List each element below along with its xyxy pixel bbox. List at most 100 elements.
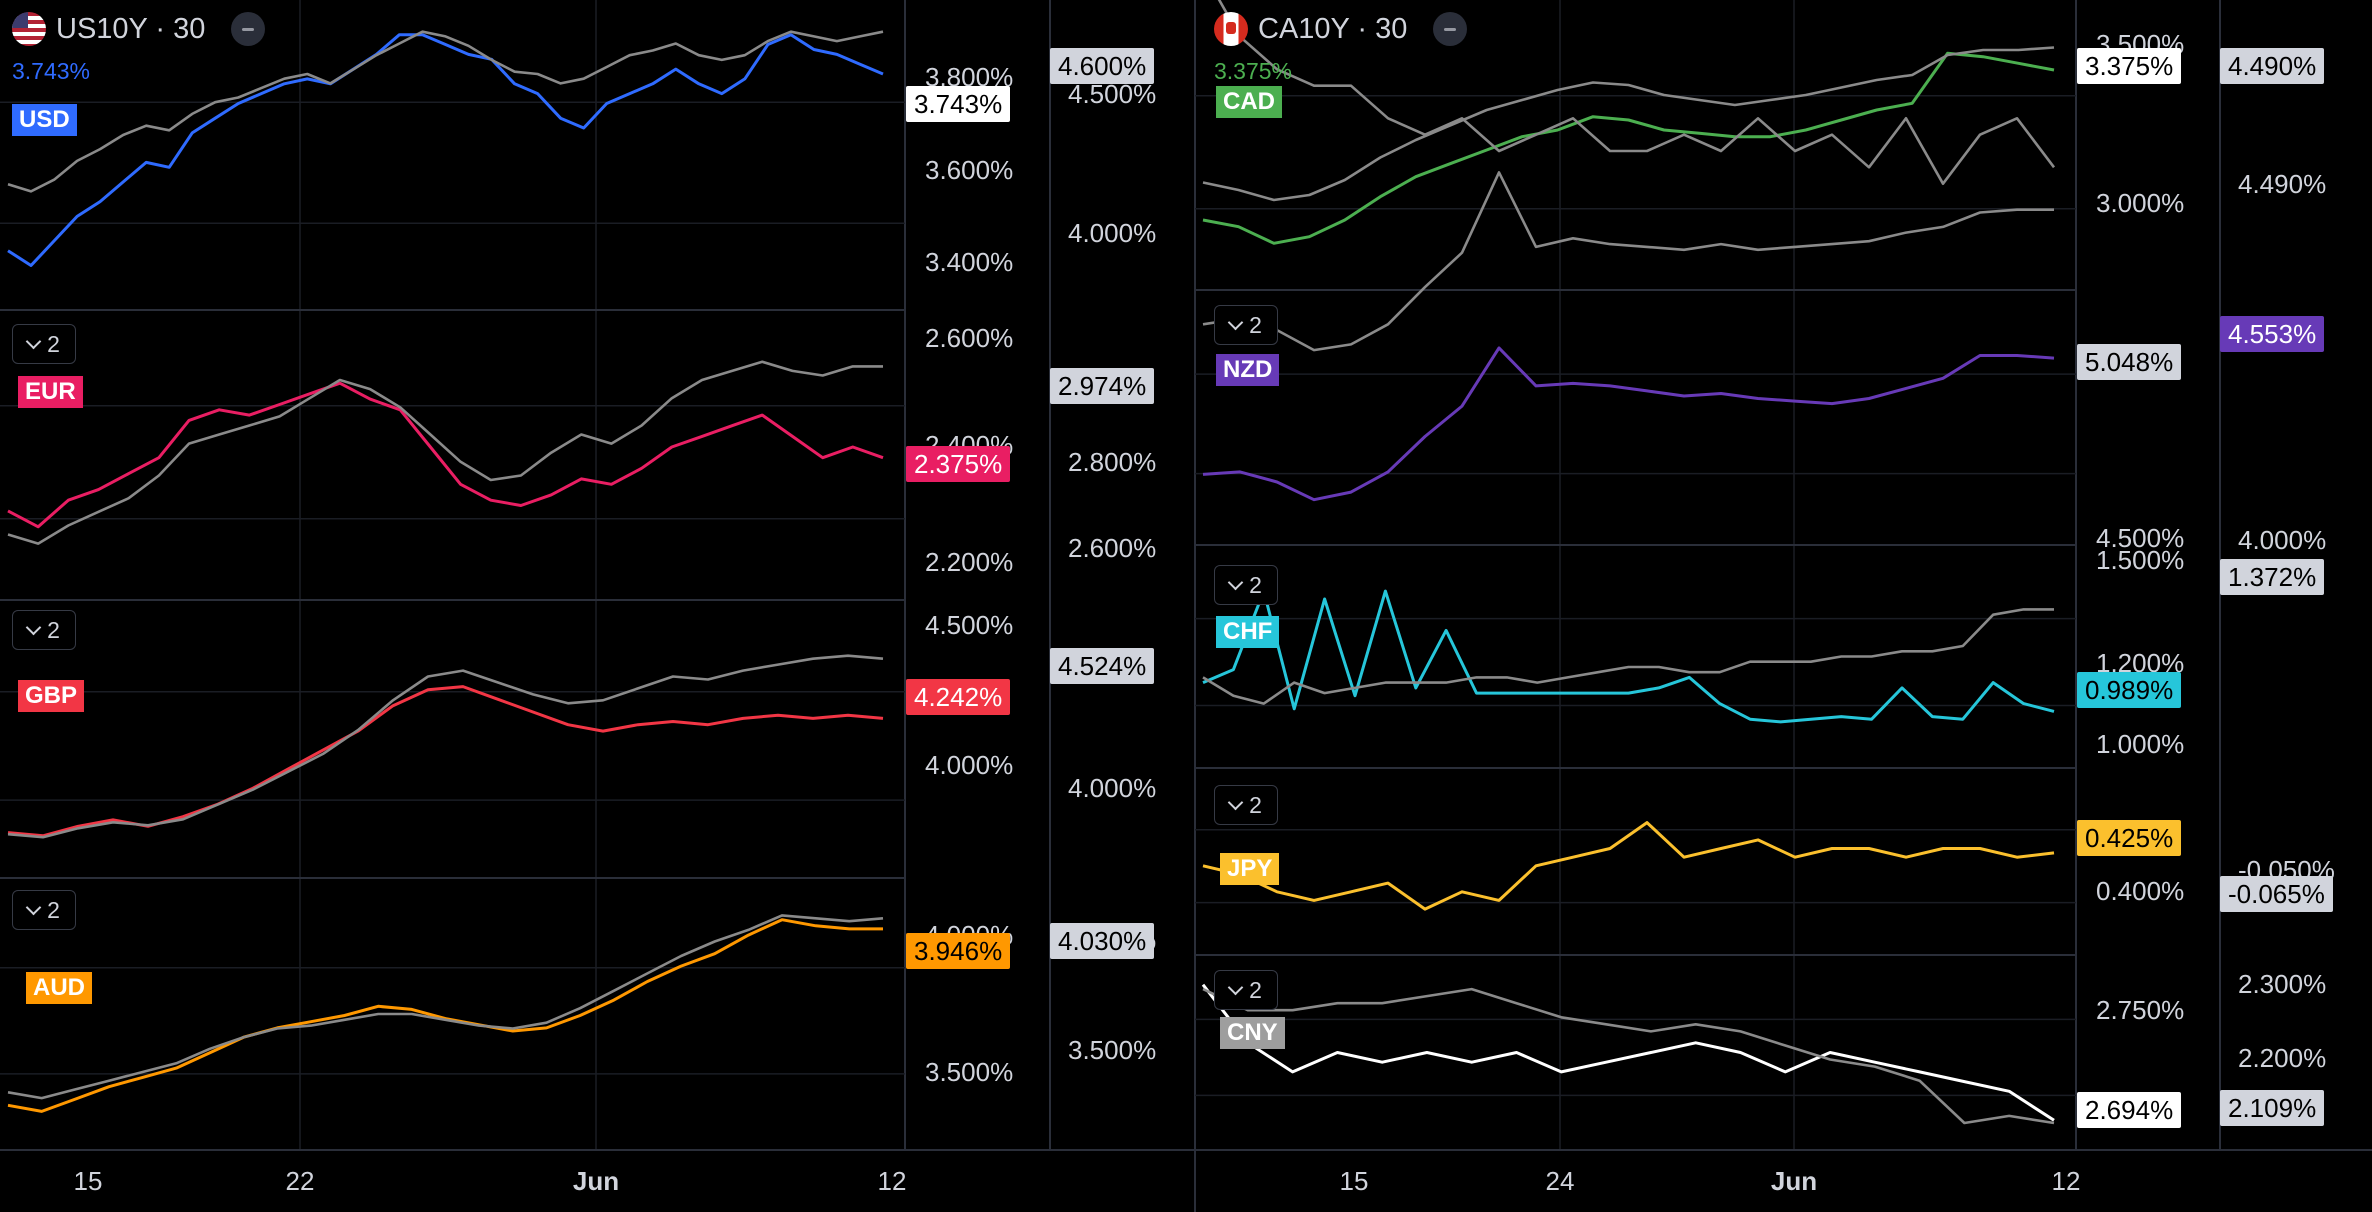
series-count-button[interactable]: 2 bbox=[1214, 970, 1278, 1010]
gbp-pair-label: GBP bbox=[18, 680, 85, 712]
y-tick: 2.750% bbox=[2096, 995, 2185, 1025]
chevron-down-icon bbox=[1227, 314, 1244, 330]
nzd-pair-label: NZD bbox=[1216, 354, 1280, 386]
usd-comparison-line bbox=[7, 30, 884, 193]
jpy-series-line bbox=[1202, 821, 2055, 911]
x-tick: Jun bbox=[572, 1166, 620, 1196]
series-count: 2 bbox=[1249, 791, 1262, 818]
y-tick: 4.500% bbox=[2096, 523, 2185, 553]
y-tick: 2.300% bbox=[2238, 969, 2327, 999]
chevron-down-icon bbox=[25, 333, 42, 349]
series-count-button[interactable]: 2 bbox=[1214, 565, 1278, 605]
chevron-down-icon bbox=[1227, 979, 1244, 995]
cny-pair-label: CNY bbox=[1220, 1017, 1285, 1049]
y-tick: 4.000% bbox=[925, 750, 1014, 780]
left-symbol-header[interactable]: US10Y · 30 bbox=[12, 12, 266, 46]
y-tick: 2.200% bbox=[2238, 1043, 2327, 1073]
chevron-down-icon bbox=[25, 899, 42, 915]
x-tick: 22 bbox=[285, 1166, 315, 1196]
series-count-button[interactable]: 2 bbox=[1214, 305, 1278, 345]
y-tick: 2.800% bbox=[1068, 447, 1157, 477]
nzd-series-line bbox=[1202, 346, 2055, 502]
right-symbol-label: CA10Y · 30 bbox=[1258, 12, 1408, 45]
comparison-last-badge: 2.109% bbox=[2220, 1090, 2325, 1126]
x-tick: 15 bbox=[1339, 1166, 1369, 1196]
comparison-last-badge: 4.553% bbox=[2220, 316, 2325, 352]
cad-comparison-line bbox=[1202, 46, 2055, 202]
aud-pair-label: AUD bbox=[26, 972, 92, 1004]
eur-comparison-line bbox=[7, 360, 883, 545]
series-count: 2 bbox=[1249, 311, 1262, 338]
aud-series-line bbox=[7, 918, 883, 1113]
usd-series-line bbox=[7, 33, 884, 267]
last-price-badge: 3.946% bbox=[906, 933, 1011, 969]
gbp-series-line bbox=[7, 685, 884, 838]
y-tick: 4.000% bbox=[1068, 218, 1157, 248]
comparison-last-badge: 2.974% bbox=[1050, 368, 1155, 404]
left-symbol-label: US10Y · 30 bbox=[56, 12, 206, 45]
gbp-comparison-line bbox=[7, 654, 884, 839]
cad-series-line bbox=[1202, 51, 2055, 245]
cny-series-line bbox=[1201, 983, 2055, 1122]
nzd-comparison-line bbox=[1202, 171, 2054, 352]
chf-series-line bbox=[1202, 589, 2055, 724]
right-symbol-header[interactable]: CA10Y · 30 bbox=[1214, 12, 1468, 46]
y-tick: 1.000% bbox=[2096, 729, 2185, 759]
series-count-button[interactable]: 2 bbox=[12, 890, 76, 930]
x-tick: 12 bbox=[877, 1166, 907, 1196]
x-tick: Jun bbox=[1770, 1166, 1818, 1196]
y-tick: 2.600% bbox=[925, 323, 1014, 353]
last-price-badge: 0.425% bbox=[2077, 820, 2182, 856]
comparison-last-badge: 4.524% bbox=[1050, 648, 1155, 684]
y-tick: 3.500% bbox=[1068, 1035, 1157, 1065]
last-price-badge: 5.048% bbox=[2077, 344, 2182, 380]
last-price-badge: 0.989% bbox=[2077, 672, 2182, 708]
y-tick: 3.600% bbox=[925, 155, 1014, 185]
series-count: 2 bbox=[1249, 976, 1262, 1003]
comparison-last-badge: 1.372% bbox=[2220, 559, 2325, 595]
y-tick: 1.500% bbox=[2096, 545, 2185, 575]
chf-comparison-line bbox=[1202, 608, 2054, 705]
last-price-badge: 2.694% bbox=[2077, 1092, 2182, 1128]
aud-comparison-line bbox=[7, 914, 884, 1100]
series-count: 2 bbox=[47, 896, 60, 923]
collapse-right-button[interactable] bbox=[1433, 12, 1468, 46]
last-price-badge: 3.743% bbox=[906, 86, 1011, 122]
series-count: 2 bbox=[47, 330, 60, 357]
y-tick: 0.400% bbox=[2096, 876, 2185, 906]
series-count-button[interactable]: 2 bbox=[12, 610, 76, 650]
series-count-button[interactable]: 2 bbox=[1214, 785, 1278, 825]
canada-flag-icon bbox=[1214, 12, 1248, 46]
eur-pair-label: EUR bbox=[18, 376, 83, 408]
chevron-down-icon bbox=[25, 619, 42, 635]
series-count: 2 bbox=[47, 616, 60, 643]
x-tick: 12 bbox=[2051, 1166, 2081, 1196]
last-price-badge: 4.242% bbox=[906, 679, 1011, 715]
comparison-last-badge: 4.600% bbox=[1050, 48, 1155, 84]
y-tick: 3.400% bbox=[925, 247, 1014, 277]
y-tick: 4.000% bbox=[1068, 773, 1157, 803]
comparison-last-badge: 4.490% bbox=[2220, 48, 2325, 84]
chevron-down-icon bbox=[1227, 794, 1244, 810]
last-price-badge: 2.375% bbox=[906, 446, 1011, 482]
usd-pair-label: USD bbox=[12, 104, 77, 136]
y-tick: 2.600% bbox=[1068, 533, 1157, 563]
chf-pair-label: CHF bbox=[1216, 616, 1280, 648]
comparison-last-badge: 4.030% bbox=[1050, 923, 1155, 959]
chevron-down-icon bbox=[1227, 574, 1244, 590]
last-price-badge: 3.375% bbox=[2077, 48, 2182, 84]
cad-pair-label: CAD bbox=[1216, 86, 1282, 118]
x-tick: 15 bbox=[73, 1166, 103, 1196]
series-count: 2 bbox=[1249, 571, 1262, 598]
y-tick: 4.500% bbox=[1068, 79, 1157, 109]
jpy-pair-label: JPY bbox=[1220, 853, 1280, 885]
x-tick: 24 bbox=[1545, 1166, 1575, 1196]
us-flag-icon bbox=[12, 12, 46, 46]
collapse-left-button[interactable] bbox=[231, 12, 266, 46]
y-tick: 4.000% bbox=[2238, 525, 2327, 555]
series-count-button[interactable]: 2 bbox=[12, 324, 76, 364]
comparison-last-badge: -0.065% bbox=[2220, 876, 2333, 912]
left-last-value: 3.743% bbox=[12, 58, 91, 84]
y-tick: 3.000% bbox=[2096, 188, 2185, 218]
